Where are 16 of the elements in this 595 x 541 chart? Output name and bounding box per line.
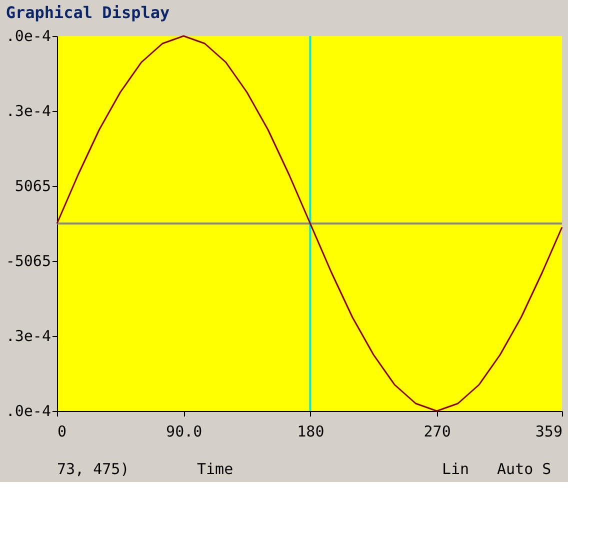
x-tick-label: 270 [424, 422, 451, 440]
text: .3e-4 [6, 102, 51, 120]
text: -5065 [6, 252, 51, 270]
x-tick-label: 180 [297, 422, 324, 440]
chart-title: Graphical Display [6, 3, 170, 22]
x-tick-label: 0 [58, 422, 67, 440]
text: Auto S [497, 460, 552, 478]
x-tick-label: 359 [535, 422, 562, 440]
text: Lin [442, 460, 470, 478]
text: .0e-4 [6, 27, 51, 45]
text: 73, 475) [57, 460, 130, 478]
text: 5065 [14, 177, 51, 195]
text: .3e-4 [6, 327, 51, 345]
text: Time [197, 460, 234, 478]
text: .0e-4 [6, 402, 51, 420]
x-tick-label: 90.0 [166, 422, 202, 440]
